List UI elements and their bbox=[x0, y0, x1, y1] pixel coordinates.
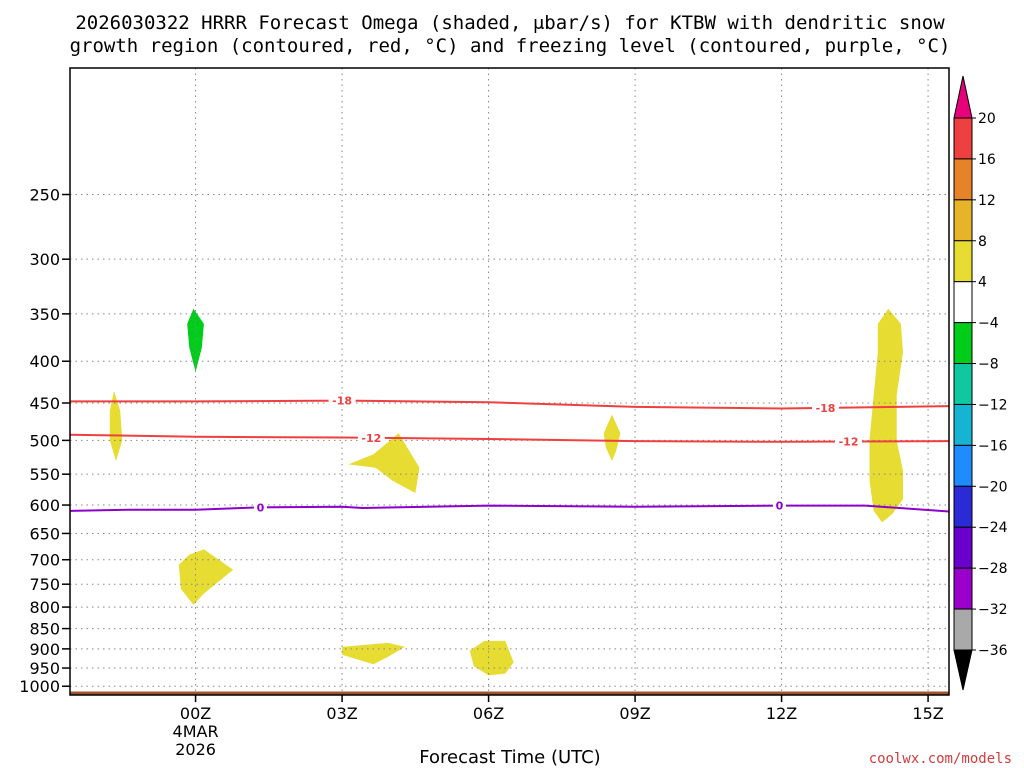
y-axis: 2503003504004505005506006507007508008509… bbox=[19, 186, 70, 696]
plot-background bbox=[70, 68, 949, 695]
colorbar-label--32: −32 bbox=[978, 602, 1008, 618]
contour-label-0: 0 bbox=[257, 501, 265, 514]
colorbar-label--4: −4 bbox=[978, 316, 999, 332]
y-tick-label-600: 600 bbox=[29, 496, 60, 515]
colorbar-label--16: −16 bbox=[978, 438, 1008, 454]
contour-lines: -18 -18 -12 -12 0 0 bbox=[69, 394, 950, 514]
omega-region-3 bbox=[178, 549, 234, 605]
y-tick-label-850: 850 bbox=[29, 620, 60, 639]
x-tick-label-15Z: 15Z bbox=[912, 704, 943, 723]
y-tick-label-900: 900 bbox=[29, 640, 60, 659]
colorbar-segment bbox=[953, 526, 973, 569]
omega-region-2 bbox=[109, 391, 123, 461]
contour-label-bg bbox=[357, 431, 385, 444]
y-tick-label-1000: 1000 bbox=[19, 677, 60, 696]
chart-title-line1: 2026030322 HRRR Forecast Omega (shaded, … bbox=[75, 12, 945, 34]
colorbar-label--12: −12 bbox=[978, 397, 1008, 413]
x-tick-date: 4MAR bbox=[173, 722, 219, 741]
colorbar-arrow-top bbox=[953, 75, 973, 119]
x-tick-label-03Z: 03Z bbox=[326, 704, 357, 723]
y-tick-label-350: 350 bbox=[29, 305, 60, 324]
colorbar-segment bbox=[953, 485, 973, 528]
colorbar-label--36: −36 bbox=[978, 643, 1008, 659]
y-tick-label-250: 250 bbox=[29, 186, 60, 205]
y-tick-label-400: 400 bbox=[29, 352, 60, 371]
plot-frame bbox=[69, 67, 950, 696]
omega-region-4 bbox=[348, 433, 420, 493]
colorbar-label-4: 4 bbox=[978, 275, 987, 291]
contour-label-bg bbox=[772, 499, 786, 512]
y-tick-label-700: 700 bbox=[29, 551, 60, 570]
x-axis-label: Forecast Time (UTC) bbox=[419, 747, 600, 768]
x-tick-label-06Z: 06Z bbox=[473, 704, 504, 723]
colorbar-label--28: −28 bbox=[978, 561, 1008, 577]
colorbar-segment bbox=[953, 322, 973, 365]
colorbar-segment bbox=[953, 117, 973, 160]
contour-line--12 bbox=[69, 433, 950, 443]
omega-shading bbox=[109, 308, 903, 676]
colorbar-label--24: −24 bbox=[978, 520, 1008, 536]
contour-label-bg bbox=[835, 435, 863, 448]
colorbar-segment bbox=[953, 363, 973, 405]
colorbar-arrow-bottom bbox=[953, 649, 973, 691]
x-tick-label-09Z: 09Z bbox=[619, 704, 650, 723]
colorbar-segment bbox=[953, 444, 973, 487]
contour-label-bg bbox=[253, 501, 267, 514]
colorbar-segment bbox=[953, 199, 973, 242]
contour-line-0 bbox=[69, 504, 950, 513]
omega-region-8 bbox=[869, 308, 903, 523]
y-tick-label-300: 300 bbox=[29, 250, 60, 269]
x-tick-label-12Z: 12Z bbox=[766, 704, 797, 723]
colorbar-label-16: 16 bbox=[978, 152, 996, 168]
contour-label--18: -18 bbox=[816, 402, 836, 415]
x-tick-label-00Z: 00Z bbox=[180, 704, 211, 723]
contour-line--18 bbox=[70, 399, 950, 410]
contour-label-bg bbox=[812, 401, 840, 414]
colorbar-segment bbox=[953, 281, 973, 324]
y-tick-label-950: 950 bbox=[29, 659, 60, 678]
x-tick-year: 2026 bbox=[175, 740, 216, 759]
omega-region-7 bbox=[603, 414, 621, 461]
colorbar-segment bbox=[953, 567, 973, 610]
plot-area: -18 -18 -12 -12 0 0 bbox=[69, 67, 950, 696]
y-tick-label-550: 550 bbox=[29, 465, 60, 484]
colorbar-segment bbox=[953, 608, 973, 651]
colorbar-label-12: 12 bbox=[978, 193, 996, 209]
y-tick-label-500: 500 bbox=[29, 431, 60, 450]
y-tick-label-750: 750 bbox=[29, 575, 60, 594]
omega-region-6 bbox=[469, 640, 514, 676]
colorbar-segment bbox=[953, 158, 973, 201]
contour-label--12: -12 bbox=[361, 432, 381, 445]
omega-region-5 bbox=[342, 642, 405, 665]
contour-label--12: -12 bbox=[839, 436, 859, 449]
colorbar-label--20: −20 bbox=[978, 479, 1008, 495]
colorbar: 20 16 12 8 4 −4 −8 −12 −16 −20 −24 −28 −32 −36 bbox=[953, 75, 1008, 691]
colorbar-segment bbox=[953, 240, 973, 283]
contour-label-0: 0 bbox=[776, 500, 784, 513]
colorbar-segment bbox=[953, 403, 973, 446]
y-tick-label-800: 800 bbox=[29, 598, 60, 617]
omega-region-1 bbox=[187, 308, 204, 372]
contour-label-bg bbox=[328, 394, 356, 407]
y-tick-label-650: 650 bbox=[29, 524, 60, 543]
colorbar-label-20: 20 bbox=[978, 111, 996, 127]
colorbar-label--8: −8 bbox=[978, 357, 999, 373]
chart-title-line2: growth region (contoured, red, °C) and f… bbox=[70, 35, 951, 57]
ground-surface bbox=[70, 691, 949, 695]
contour-label--18: -18 bbox=[332, 395, 352, 408]
y-tick-label-450: 450 bbox=[29, 394, 60, 413]
colorbar-label-8: 8 bbox=[978, 234, 987, 250]
credit-text[interactable]: coolwx.com/models bbox=[869, 751, 1012, 767]
